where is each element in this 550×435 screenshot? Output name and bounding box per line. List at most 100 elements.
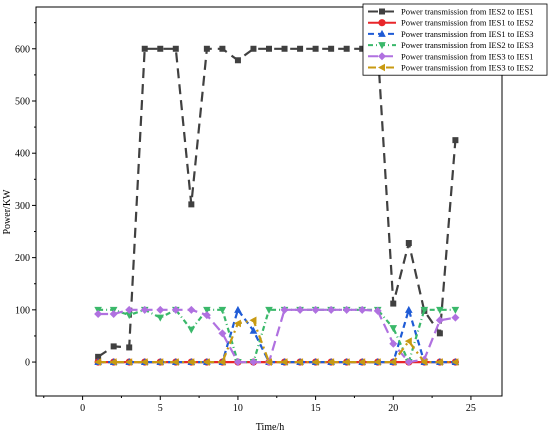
series-line bbox=[98, 308, 456, 364]
data-point bbox=[234, 305, 242, 313]
data-point bbox=[249, 316, 257, 325]
data-point bbox=[109, 310, 118, 319]
x-tick-label: 5 bbox=[158, 403, 163, 414]
data-point bbox=[125, 358, 133, 366]
data-point bbox=[297, 45, 304, 52]
axes: 0 5 10 15 20 25 0 100 200 300 400 500 600 bbox=[15, 6, 503, 414]
data-point bbox=[342, 358, 350, 366]
data-point bbox=[358, 305, 367, 314]
y-tick-label: 200 bbox=[15, 253, 30, 264]
series-6 bbox=[94, 316, 459, 366]
data-point bbox=[218, 358, 226, 366]
data-point bbox=[249, 358, 258, 367]
data-point bbox=[95, 353, 102, 360]
legend-item: Power transmission from IES3 to IES2 bbox=[368, 63, 533, 73]
data-point bbox=[390, 300, 397, 307]
data-point bbox=[141, 45, 148, 52]
legend-item: Power transmission from IES3 to IES1 bbox=[368, 51, 533, 61]
legend-marker bbox=[378, 19, 386, 27]
data-point bbox=[296, 305, 305, 314]
legend: Power transmission from IES2 to IES1Powe… bbox=[362, 3, 548, 76]
data-point bbox=[389, 339, 398, 348]
data-point bbox=[452, 137, 459, 144]
data-point bbox=[436, 330, 443, 337]
series-1 bbox=[95, 45, 459, 360]
data-point bbox=[171, 305, 180, 314]
data-point bbox=[343, 45, 350, 52]
data-point bbox=[218, 306, 227, 314]
data-point bbox=[328, 45, 335, 52]
legend-box bbox=[362, 3, 548, 76]
data-point bbox=[188, 201, 195, 208]
data-point bbox=[389, 325, 398, 333]
legend-label: Power transmission from IES2 to IES3 bbox=[401, 40, 533, 50]
data-point bbox=[311, 358, 319, 366]
data-point bbox=[389, 358, 397, 366]
data-point bbox=[109, 358, 117, 366]
data-point bbox=[156, 305, 165, 314]
data-point bbox=[311, 305, 320, 314]
x-tick-label: 10 bbox=[233, 403, 243, 414]
data-point bbox=[405, 305, 413, 313]
data-point bbox=[280, 358, 288, 366]
legend-marker bbox=[378, 63, 385, 72]
data-point bbox=[280, 305, 289, 314]
data-point bbox=[451, 358, 459, 366]
data-point bbox=[203, 45, 210, 52]
y-tick-label: 600 bbox=[15, 44, 30, 55]
legend-label: Power transmission from IES1 to IES3 bbox=[401, 29, 533, 39]
legend-marker bbox=[378, 52, 386, 61]
data-point bbox=[172, 45, 179, 52]
data-point bbox=[451, 306, 460, 314]
data-point bbox=[202, 311, 211, 320]
series-line bbox=[98, 319, 456, 364]
data-point bbox=[420, 358, 428, 366]
data-point bbox=[281, 45, 288, 52]
data-point bbox=[156, 314, 165, 322]
data-point bbox=[436, 306, 444, 314]
data-point bbox=[187, 358, 195, 366]
legend-marker bbox=[378, 29, 386, 37]
legend-marker bbox=[379, 8, 385, 15]
data-point bbox=[435, 316, 444, 325]
legend-item: Power transmission from IES1 to IES2 bbox=[368, 18, 533, 28]
data-point bbox=[404, 337, 412, 345]
data-point bbox=[373, 358, 381, 366]
series-5 bbox=[94, 305, 460, 367]
x-axis-title: Time/h bbox=[256, 422, 285, 433]
data-point bbox=[187, 305, 196, 314]
legend-label: Power transmission from IES1 to IES2 bbox=[401, 18, 533, 28]
y-axis-title: Power/KW bbox=[2, 189, 13, 235]
data-point bbox=[140, 305, 149, 314]
legend-marker bbox=[378, 42, 386, 50]
data-point bbox=[171, 358, 179, 366]
data-point bbox=[250, 45, 257, 52]
legend-item: Power transmission from IES2 to IES3 bbox=[368, 40, 533, 50]
data-point bbox=[125, 305, 134, 314]
y-tick-label: 0 bbox=[25, 358, 30, 369]
x-tick-label: 20 bbox=[388, 403, 398, 414]
data-point bbox=[94, 358, 102, 366]
data-point bbox=[187, 326, 196, 334]
data-point bbox=[140, 358, 148, 366]
y-tick-label: 300 bbox=[15, 201, 30, 212]
data-point bbox=[203, 306, 211, 314]
data-point bbox=[233, 358, 242, 367]
data-point bbox=[202, 358, 210, 366]
data-point bbox=[342, 305, 351, 314]
data-point bbox=[125, 312, 133, 320]
y-tick-label: 100 bbox=[15, 305, 30, 316]
x-tick-label: 0 bbox=[80, 403, 85, 414]
y-tick-label: 500 bbox=[15, 96, 30, 107]
series-line bbox=[97, 47, 457, 358]
data-point bbox=[233, 319, 241, 328]
data-point bbox=[312, 45, 319, 52]
data-point bbox=[266, 45, 272, 52]
data-point bbox=[94, 310, 103, 319]
data-point bbox=[358, 358, 366, 366]
data-point bbox=[435, 358, 443, 366]
data-point bbox=[234, 57, 241, 64]
data-point bbox=[157, 45, 164, 52]
series-layer bbox=[94, 45, 460, 367]
data-point bbox=[296, 358, 304, 366]
